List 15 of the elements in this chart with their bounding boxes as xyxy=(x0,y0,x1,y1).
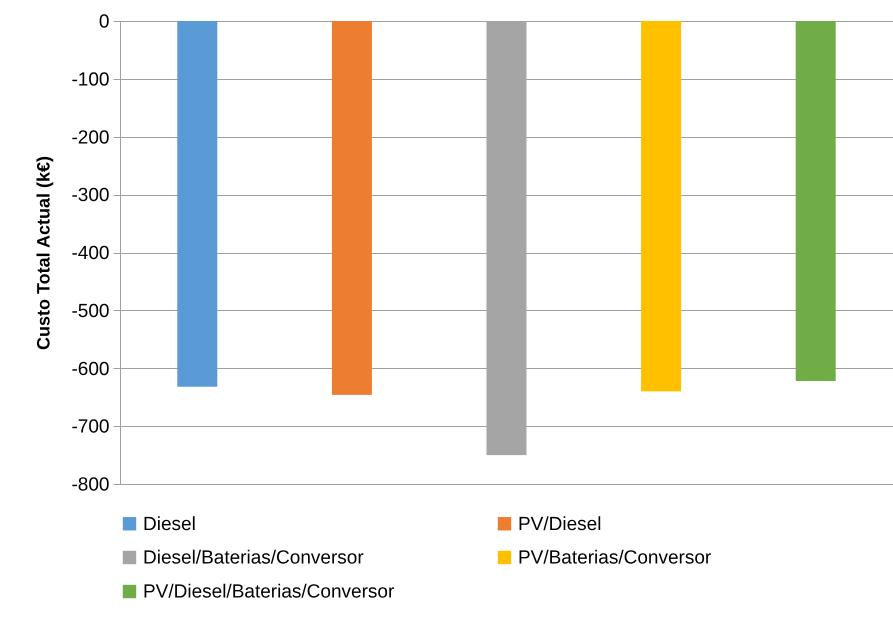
legend-label: Diesel xyxy=(143,514,196,535)
y-tick-label: -400 xyxy=(71,243,110,264)
y-axis-title: Custo Total Actual (k€) xyxy=(33,156,54,350)
y-tick-label: -300 xyxy=(71,185,110,206)
legend-label: Diesel/Baterias/Conversor xyxy=(143,548,364,568)
y-tick-label: -600 xyxy=(71,358,110,380)
legend-label: PV/Diesel xyxy=(518,514,602,535)
y-tick-label: -100 xyxy=(71,69,110,90)
y-tick-label: -700 xyxy=(71,416,110,438)
y-tick-label: -500 xyxy=(71,300,110,322)
legend-label: PV/Diesel/Baterias/Conversor xyxy=(143,582,395,602)
legend-label: PV/Baterias/Conversor xyxy=(518,548,712,568)
y-tick-label: -200 xyxy=(71,127,110,148)
y-tick-label: 0 xyxy=(98,12,110,32)
y-tick-label: -800 xyxy=(71,474,110,496)
